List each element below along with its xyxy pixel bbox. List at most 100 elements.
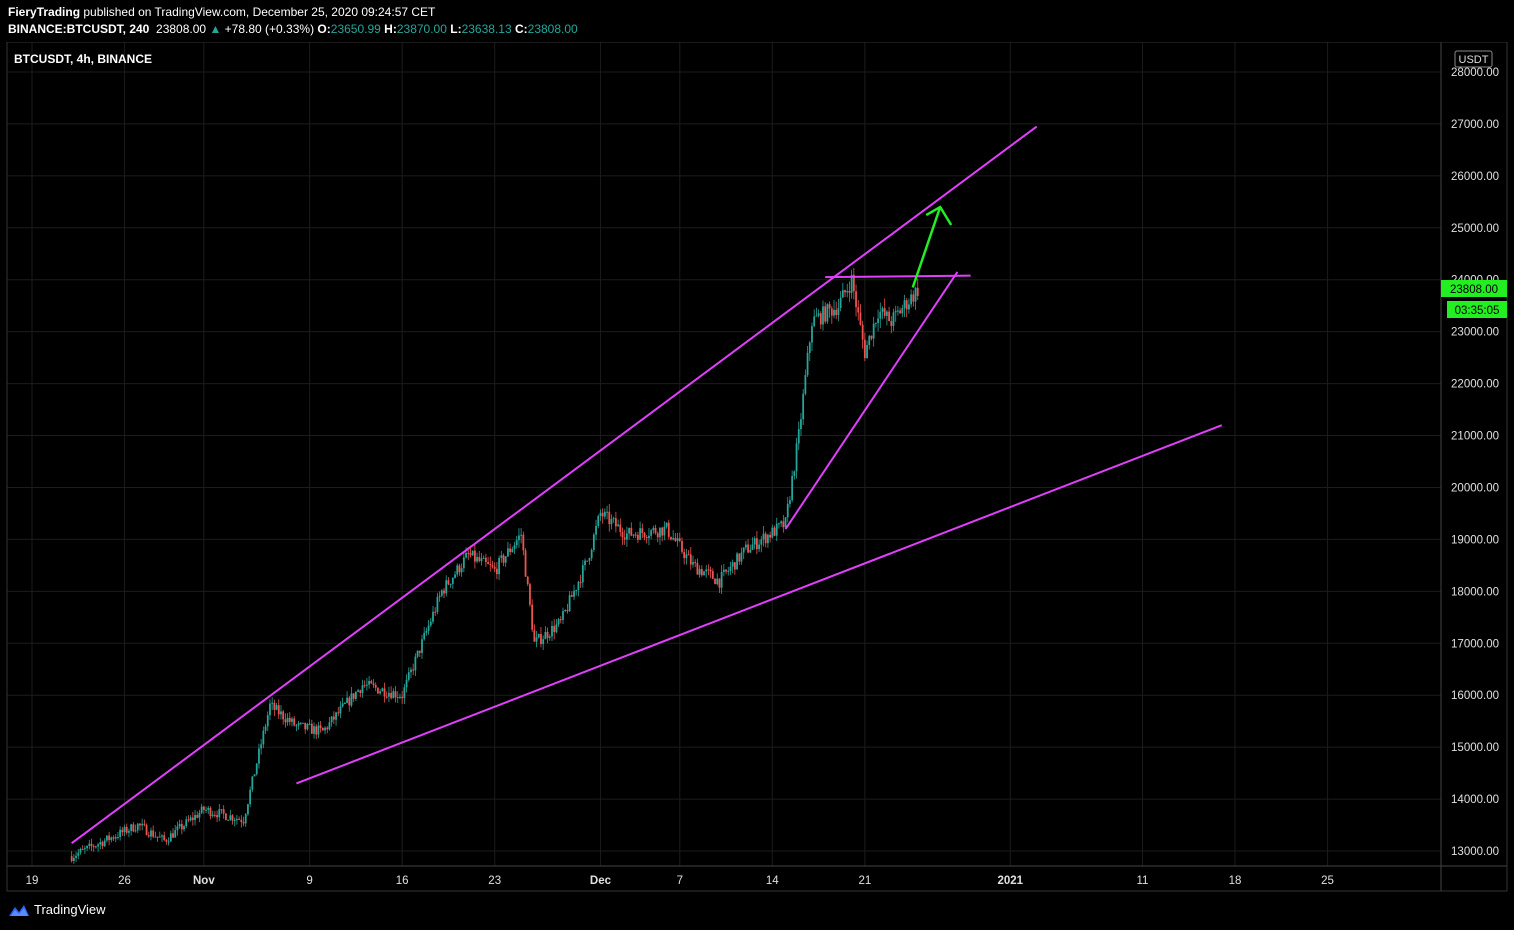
candle-body bbox=[357, 690, 359, 692]
time-tick-label: 18 bbox=[1229, 875, 1242, 887]
candle-body bbox=[139, 823, 141, 826]
candle-body bbox=[443, 590, 445, 594]
candle-body bbox=[302, 722, 304, 724]
candle-body bbox=[515, 540, 518, 546]
candle-body bbox=[72, 857, 75, 862]
candle-body bbox=[617, 524, 619, 527]
candlestick-series bbox=[70, 267, 919, 864]
candle-body bbox=[381, 688, 384, 692]
candle-body bbox=[337, 712, 340, 714]
candle-body bbox=[557, 619, 560, 625]
upper-channel-line[interactable] bbox=[71, 125, 1038, 845]
candle-body bbox=[628, 527, 631, 534]
candle-body bbox=[412, 669, 415, 671]
candle-body bbox=[789, 500, 791, 504]
price-axis[interactable]: 28000.0027000.0026000.0025000.0024000.00… bbox=[1451, 67, 1499, 858]
candle-body bbox=[447, 580, 450, 585]
candle-body bbox=[639, 528, 642, 540]
time-axis[interactable]: 19 26 Nov 9 16 23 Dec 7 14 21 2021 11 18 25 bbox=[26, 875, 1334, 887]
candle-body bbox=[632, 534, 635, 536]
currency-badge[interactable]: USDT bbox=[1454, 50, 1493, 68]
candle-body bbox=[92, 846, 95, 848]
price-tick-label: 25000.00 bbox=[1451, 223, 1499, 235]
candle-body bbox=[654, 527, 657, 534]
last-price-value: 23808.00 bbox=[1450, 284, 1498, 296]
last-price-tag: 23808.00 bbox=[1441, 280, 1507, 297]
candle-body bbox=[828, 304, 831, 309]
candle-body bbox=[458, 565, 461, 573]
candle-body bbox=[548, 636, 551, 638]
candle-body bbox=[755, 538, 758, 550]
candle-body bbox=[266, 715, 269, 727]
candle-body bbox=[330, 716, 333, 723]
candle-body bbox=[123, 826, 126, 833]
candle-body bbox=[271, 702, 274, 704]
candle-body bbox=[729, 566, 732, 571]
candle-body bbox=[808, 342, 811, 353]
candle-body bbox=[797, 429, 800, 444]
candle-body bbox=[174, 830, 177, 838]
time-tick-label: Dec bbox=[590, 875, 612, 887]
trendline-drawings[interactable] bbox=[71, 125, 1223, 845]
candle-body bbox=[877, 318, 879, 323]
candle-body bbox=[656, 533, 659, 538]
candle-body bbox=[608, 511, 611, 525]
candle-body bbox=[899, 310, 902, 314]
candle-body bbox=[150, 830, 152, 837]
price-tick-label: 28000.00 bbox=[1451, 67, 1499, 79]
candle-body bbox=[916, 287, 919, 297]
candle-body bbox=[313, 726, 315, 734]
candle-body bbox=[326, 727, 329, 730]
projection-arrow[interactable] bbox=[911, 206, 942, 288]
candle-body bbox=[370, 680, 373, 684]
candle-body bbox=[200, 806, 203, 813]
price-tick-label: 23000.00 bbox=[1451, 327, 1499, 339]
candle-body bbox=[760, 539, 763, 545]
candle-body bbox=[520, 534, 523, 536]
rising-support-line[interactable] bbox=[784, 271, 959, 530]
candle-body bbox=[518, 535, 520, 541]
lower-channel-line[interactable] bbox=[296, 424, 1223, 785]
candle-body bbox=[883, 308, 886, 316]
candle-body bbox=[94, 846, 97, 848]
candle-body bbox=[546, 631, 549, 638]
candle-body bbox=[101, 842, 104, 847]
candle-body bbox=[566, 609, 569, 612]
candle-body bbox=[687, 554, 690, 556]
time-tick-label: 25 bbox=[1321, 875, 1334, 887]
price-tick-label: 26000.00 bbox=[1451, 171, 1499, 183]
candle-body bbox=[319, 725, 322, 728]
candle-body bbox=[438, 595, 441, 598]
candle-body bbox=[187, 819, 190, 821]
candle-body bbox=[372, 683, 375, 685]
candle-body bbox=[700, 569, 703, 576]
candle-body bbox=[595, 525, 597, 535]
candle-body bbox=[511, 548, 514, 553]
candle-body bbox=[414, 656, 417, 671]
resistance-line[interactable] bbox=[825, 274, 971, 279]
candle-body bbox=[117, 837, 119, 839]
candle-body bbox=[388, 692, 390, 697]
candle-body bbox=[317, 725, 320, 735]
candle-body bbox=[229, 815, 232, 820]
author-name[interactable]: FieryTrading bbox=[8, 5, 81, 19]
candle-body bbox=[306, 723, 309, 730]
candle-body bbox=[332, 716, 335, 720]
candle-body bbox=[674, 537, 677, 541]
candle-body bbox=[189, 817, 192, 821]
chart-frame bbox=[6, 41, 1508, 892]
candle-body bbox=[850, 274, 853, 293]
candle-body bbox=[178, 823, 181, 827]
tradingview-logo[interactable]: TradingView bbox=[8, 902, 106, 917]
candle-body bbox=[866, 345, 868, 359]
candle-body bbox=[231, 815, 234, 821]
candle-body bbox=[892, 312, 895, 326]
candle-body bbox=[163, 835, 166, 840]
candle-body bbox=[75, 855, 77, 858]
candle-body bbox=[445, 580, 448, 594]
candle-body bbox=[403, 687, 406, 699]
candle-body bbox=[81, 848, 84, 850]
candle-body bbox=[707, 569, 710, 571]
close-label: C: bbox=[514, 22, 528, 36]
